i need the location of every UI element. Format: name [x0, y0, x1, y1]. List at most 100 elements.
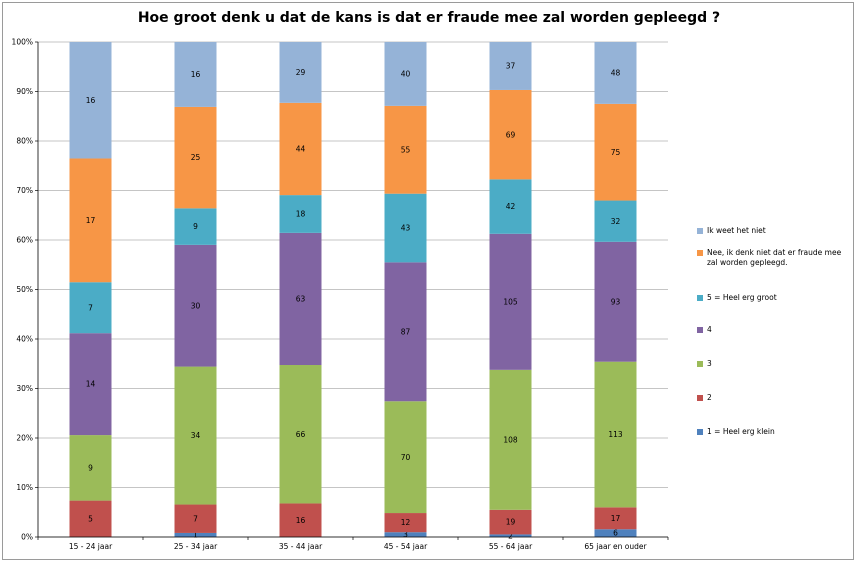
legend-swatch	[697, 295, 703, 301]
legend-swatch	[697, 395, 703, 401]
data-label: 69	[506, 130, 516, 139]
legend-item: Ik weet het niet	[697, 226, 857, 236]
y-tick-label: 70%	[16, 186, 33, 195]
legend-swatch	[697, 250, 703, 256]
bar-segment	[69, 435, 112, 501]
data-label: 16	[191, 70, 201, 79]
data-label: 32	[611, 217, 621, 226]
y-tick-label: 30%	[16, 384, 33, 393]
data-label: 9	[193, 222, 198, 231]
legend-item: 5 = Heel erg groot	[697, 293, 857, 303]
bar-segment	[384, 262, 427, 402]
x-tick-label: 55 - 64 jaar	[489, 542, 533, 551]
data-label: 34	[191, 431, 201, 440]
legend-label: 4	[707, 325, 712, 334]
x-tick-label: 15 - 24 jaar	[69, 542, 113, 551]
data-label: 40	[401, 70, 411, 79]
data-label: 17	[611, 514, 621, 523]
data-label: 55	[401, 145, 411, 154]
data-label: 87	[401, 327, 411, 336]
y-tick-label: 10%	[16, 483, 33, 492]
data-label: 48	[611, 69, 621, 78]
bar-segment	[69, 158, 112, 283]
bar-segment	[594, 103, 637, 201]
bar-segment	[594, 507, 637, 530]
bar-segment	[69, 282, 112, 334]
data-label: 16	[296, 516, 306, 525]
bar-segment	[489, 89, 532, 180]
y-tick-label: 40%	[16, 335, 33, 344]
data-label: 6	[613, 529, 618, 538]
bar-segment	[69, 42, 112, 159]
y-tick-label: 50%	[16, 285, 33, 294]
legend-label: 1 = Heel erg klein	[707, 427, 775, 436]
bar-segment	[384, 513, 427, 533]
bar-segment	[384, 532, 427, 537]
legend-swatch	[697, 361, 703, 367]
bar-segment	[489, 42, 532, 90]
data-label: 1	[193, 531, 198, 540]
x-axis: 15 - 24 jaar 25 - 34 jaar 35 - 44 jaar 45 -…	[37, 42, 669, 551]
bar-segment	[174, 106, 217, 209]
bar-segment	[279, 195, 322, 233]
bar-segment	[279, 232, 322, 366]
data-label: 42	[506, 202, 516, 211]
data-label: 5	[88, 514, 93, 523]
data-label: 18	[296, 210, 306, 219]
chart-title: Hoe groot denk u dat de kans is dat er f…	[137, 10, 721, 26]
data-label: 37	[506, 62, 516, 71]
y-axis-ticks: 0% 10% 20% 30% 40% 50% 60% 70% 80% 90% 100%	[12, 38, 38, 542]
bar-segment	[279, 42, 322, 103]
bar-segment	[174, 244, 217, 367]
y-tick-label: 100%	[12, 38, 33, 47]
data-label: 14	[86, 380, 96, 389]
x-tick-label: 45 - 54 jaar	[384, 542, 428, 551]
data-label: 70	[401, 453, 411, 462]
bar-segment	[174, 504, 217, 533]
data-label: 113	[608, 430, 623, 439]
data-label: 16	[86, 96, 96, 105]
legend-swatch	[697, 429, 703, 435]
bar-segment	[489, 534, 532, 537]
bar-segment	[279, 503, 322, 537]
legend-item: 3	[697, 359, 857, 369]
legend-item: 2	[697, 393, 857, 403]
bar-segment	[174, 532, 217, 537]
data-label: 9	[88, 463, 93, 472]
data-label: 108	[503, 435, 518, 444]
bar-segment	[594, 241, 637, 362]
bar-segment	[594, 361, 637, 508]
x-tick-label: 25 - 34 jaar	[174, 542, 218, 551]
y-tick-label: 90%	[16, 87, 33, 96]
bar-segment	[489, 509, 532, 535]
bar-segment	[174, 366, 217, 505]
bar-segment	[594, 529, 637, 537]
bar-segment	[174, 208, 217, 245]
data-label: 19	[506, 518, 516, 527]
y-tick-label: 60%	[16, 236, 33, 245]
bar-segment	[489, 369, 532, 510]
data-label: 75	[611, 148, 621, 157]
data-label: 66	[296, 430, 306, 439]
legend-label: Ik weet het niet	[707, 226, 766, 235]
bars: 5914717161734309251616666318442931270874…	[69, 42, 637, 540]
data-label: 30	[191, 301, 201, 310]
legend: Ik weet het niet Nee, ik denk niet dat er…	[697, 226, 857, 437]
bar-segment	[384, 193, 427, 263]
data-label: 3	[403, 530, 408, 539]
bar-segment	[279, 365, 322, 504]
data-label: 17	[86, 216, 96, 225]
bar-segment	[384, 105, 427, 194]
data-label: 7	[193, 514, 198, 523]
bar-segment	[594, 42, 637, 104]
x-tick-label: 35 - 44 jaar	[279, 542, 323, 551]
data-label: 2	[508, 531, 513, 540]
data-label: 93	[611, 297, 621, 306]
legend-item: 4	[697, 325, 857, 335]
legend-label: 3	[707, 359, 712, 368]
data-label: 43	[401, 224, 411, 233]
legend-swatch	[697, 327, 703, 333]
legend-swatch	[697, 228, 703, 234]
